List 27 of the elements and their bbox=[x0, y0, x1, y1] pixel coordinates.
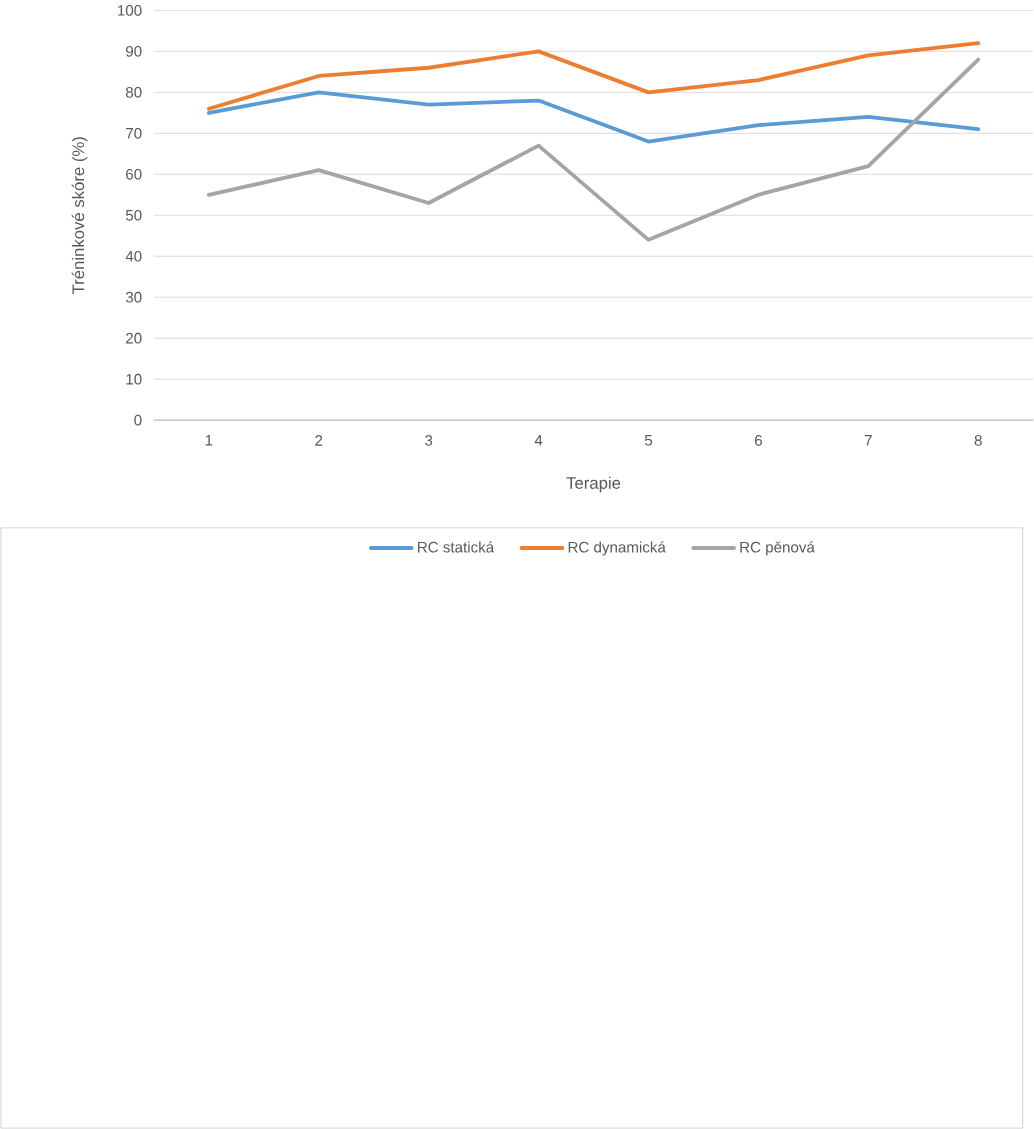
x-tick-label: 1 bbox=[205, 435, 213, 446]
y-axis-title: Tréninkové skóre (%) bbox=[71, 137, 88, 295]
y-tick-label: 80 bbox=[126, 86, 142, 98]
x-tick-label: 8 bbox=[974, 435, 982, 446]
y-tick-label: 90 bbox=[126, 46, 142, 57]
line-series bbox=[207, 90, 981, 144]
legend-label: RC dynamická bbox=[568, 541, 666, 556]
x-tick-label: 5 bbox=[644, 435, 653, 446]
legend-label: RC statická bbox=[418, 541, 495, 553]
x-axis-title: Terapie bbox=[566, 476, 621, 493]
legend-label: RC pěnová bbox=[740, 541, 815, 556]
y-tick-label: 100 bbox=[118, 5, 142, 16]
y-tick-label: 40 bbox=[125, 250, 142, 262]
x-tick-label: 6 bbox=[755, 435, 763, 446]
line-series bbox=[207, 41, 981, 111]
y-tick-label: 20 bbox=[126, 332, 142, 344]
y-tick-label: 10 bbox=[126, 373, 142, 385]
x-tick-label: 7 bbox=[864, 435, 872, 446]
y-tick-label: 30 bbox=[125, 291, 142, 303]
y-tick-label: 0 bbox=[134, 414, 142, 426]
x-tick-label: 3 bbox=[425, 435, 433, 446]
y-tick-label: 60 bbox=[126, 168, 142, 180]
y-tick-label: 50 bbox=[126, 209, 142, 221]
x-tick-label: 2 bbox=[315, 435, 323, 446]
x-tick-label: 4 bbox=[534, 435, 543, 446]
line-series bbox=[207, 57, 981, 242]
y-tick-label: 70 bbox=[126, 127, 142, 139]
